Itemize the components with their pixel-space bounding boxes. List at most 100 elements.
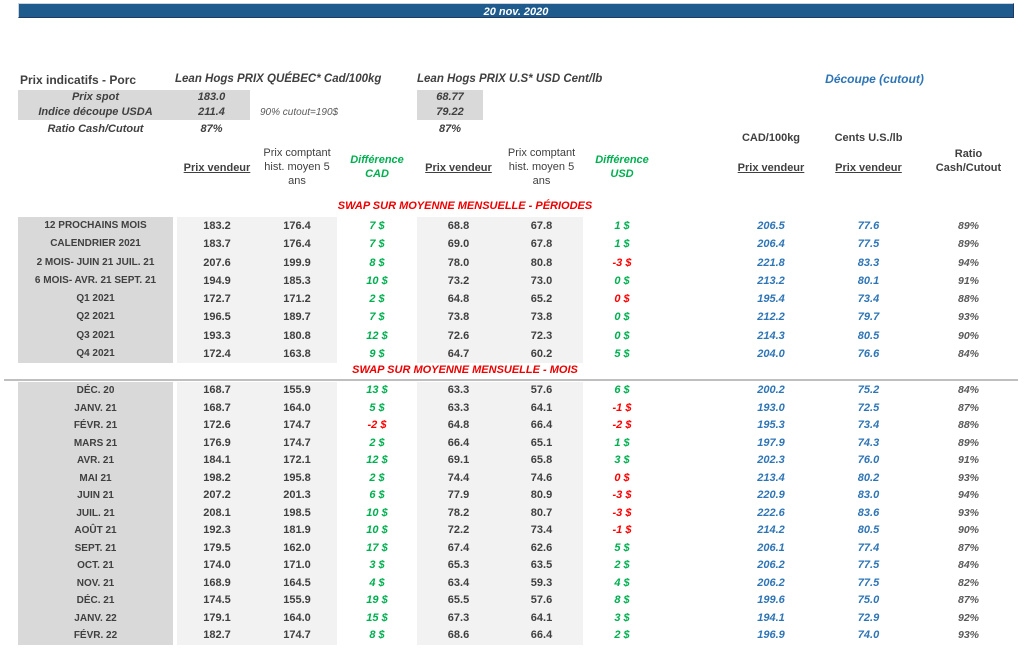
cell-ratio-cash-cutout: 89%: [957, 436, 979, 449]
cell-difference-usd: 8 $: [614, 594, 630, 606]
cell-cutout-cad: 212.2: [757, 311, 785, 324]
cell-difference-cad: 5 $: [369, 401, 385, 414]
cell-hist-moyen-usd: 64.1: [500, 399, 583, 417]
cell-cutout-cad: 222.6: [757, 506, 785, 519]
cell-difference-cad: 10 $: [366, 506, 388, 519]
cell-difference-cad: 10 $: [366, 274, 388, 287]
cell-hist-moyen-usd: 80.9: [500, 487, 583, 505]
row-period-label: NOV. 21: [18, 574, 173, 592]
table-row: SEPT. 21 179.5 162.0 17 $ 67.4 62.6 5 $ 206.1 77…: [0, 539, 1024, 557]
cell-hist-moyen-cad: 171.0: [257, 557, 337, 575]
cell-cutout-cad: 204.0: [757, 348, 785, 361]
table-row: DÉC. 21 174.5 155.9 19 $ 65.5 57.6 8 $ 199.6 75.…: [0, 592, 1024, 610]
cell-cutout-usd: 80.5: [857, 524, 880, 536]
cell-hist-moyen-cad: 176.4: [257, 235, 337, 254]
cell-difference-usd: 0 $: [614, 329, 630, 342]
cell-cutout-usd: 83.0: [857, 489, 880, 501]
cell-hist-moyen-usd: 62.6: [500, 539, 583, 557]
cell-ratio-cash-cutout: 94%: [957, 489, 979, 501]
cell-prix-vendeur-cad: 176.9: [177, 434, 257, 452]
cell-difference-usd: 5 $: [614, 348, 630, 361]
cell-hist-moyen-usd: 65.8: [500, 452, 583, 470]
spot-value-cad: 183.0: [197, 91, 226, 103]
ratio-value-usd: 87%: [438, 123, 462, 135]
table-row: MAI 21 198.2 195.8 2 $ 74.4 74.6 0 $ 213.4 80.2 9…: [0, 469, 1024, 487]
cell-difference-usd: 0 $: [614, 311, 630, 324]
cell-hist-moyen-usd: 73.0: [500, 271, 583, 291]
cell-hist-moyen-usd: 64.1: [500, 609, 583, 627]
cell-hist-moyen-cad: 176.4: [257, 217, 337, 236]
cell-prix-vendeur-cad: 198.2: [177, 469, 257, 487]
cell-cutout-cad: 193.0: [757, 401, 785, 414]
spot-label: Prix spot: [71, 91, 120, 103]
row-period-label: Q1 2021: [18, 290, 173, 309]
report-date: 20 nov. 2020: [483, 6, 549, 18]
cell-difference-cad: 19 $: [366, 594, 388, 606]
cell-difference-usd: 6 $: [614, 384, 630, 396]
col-header-difference-cad: Différence CAD: [350, 154, 404, 180]
cell-hist-moyen-usd: 57.6: [500, 382, 583, 400]
cell-prix-vendeur-cad: 192.3: [177, 522, 257, 540]
cell-prix-vendeur-usd: 72.6: [417, 326, 500, 346]
table-row: JUIL. 21 208.1 198.5 10 $ 78.2 80.7 -3 $ 222.6 8…: [0, 504, 1024, 522]
cell-difference-usd: 4 $: [614, 576, 630, 589]
cell-ratio-cash-cutout: 90%: [957, 329, 979, 342]
cell-prix-vendeur-usd: 64.8: [417, 417, 500, 435]
row-period-label: MAI 21: [18, 469, 173, 487]
cell-cutout-usd: 79.7: [857, 311, 880, 324]
cell-difference-usd: 3 $: [614, 611, 630, 624]
row-period-label: MARS 21: [18, 434, 173, 452]
cell-difference-usd: -1 $: [612, 401, 632, 414]
cell-prix-vendeur-usd: 77.9: [417, 487, 500, 505]
page-title: Prix indicatifs - Porc: [20, 73, 137, 87]
cell-difference-usd: 0 $: [614, 293, 630, 306]
cell-hist-moyen-cad: 164.0: [257, 609, 337, 627]
cell-cutout-usd: 73.4: [857, 293, 880, 306]
cutout-title: Découpe (cutout): [825, 72, 924, 86]
cell-prix-vendeur-usd: 68.6: [417, 627, 500, 645]
cell-difference-usd: -3 $: [612, 256, 632, 269]
cell-hist-moyen-usd: 65.1: [500, 434, 583, 452]
cell-cutout-usd: 77.5: [857, 576, 880, 589]
table-row: JUIN 21 207.2 201.3 6 $ 77.9 80.9 -3 $ 220.9 83.…: [0, 487, 1024, 505]
cell-difference-usd: 2 $: [614, 559, 630, 571]
col-header-difference-usd: Différence USD: [595, 154, 649, 180]
cell-hist-moyen-cad: 201.3: [257, 487, 337, 505]
cell-prix-vendeur-usd: 78.2: [417, 504, 500, 522]
cell-cutout-cad: 220.9: [757, 489, 785, 501]
cell-hist-moyen-usd: 67.8: [500, 217, 583, 236]
col-header-prix-vendeur-usd: Prix vendeur: [425, 162, 492, 174]
cell-cutout-cad: 202.3: [757, 454, 785, 466]
cell-cutout-cad: 213.4: [757, 471, 785, 484]
cell-difference-usd: 5 $: [614, 541, 630, 554]
col-header-cents-us-lb: Cents U.S./lb: [834, 132, 903, 144]
cell-hist-moyen-cad: 185.3: [257, 271, 337, 291]
row-period-label: JUIL. 21: [18, 504, 173, 522]
cell-difference-cad: 7 $: [369, 238, 385, 251]
cell-cutout-usd: 77.5: [857, 559, 880, 571]
cell-ratio-cash-cutout: 94%: [957, 256, 979, 269]
cell-cutout-cad: 213.2: [757, 274, 785, 287]
cell-prix-vendeur-cad: 174.5: [177, 592, 257, 610]
cell-hist-moyen-cad: 189.7: [257, 308, 337, 327]
cell-cutout-cad: 221.8: [757, 256, 785, 269]
cell-ratio-cash-cutout: 92%: [957, 611, 979, 624]
mois-table: DÉC. 20 168.7 155.9 13 $63.3 57.6 6 $200.2 75.…: [0, 382, 1024, 645]
cell-cutout-cad: 206.5: [757, 220, 785, 232]
cell-prix-vendeur-usd: 65.3: [417, 557, 500, 575]
cell-difference-cad: 12 $: [366, 454, 388, 466]
cell-difference-cad: 3 $: [369, 559, 385, 571]
cell-prix-vendeur-usd: 68.8: [417, 217, 500, 236]
cell-cutout-cad: 195.3: [757, 419, 785, 431]
cell-difference-usd: 1 $: [614, 238, 630, 251]
cell-prix-vendeur-usd: 65.5: [417, 592, 500, 610]
col-header-prix-vendeur-cutout-usd: Prix vendeur: [835, 162, 902, 174]
cell-cutout-usd: 72.9: [857, 611, 880, 624]
cell-cutout-cad: 206.2: [757, 559, 785, 571]
cell-hist-moyen-cad: 174.7: [257, 434, 337, 452]
cell-difference-usd: -3 $: [612, 489, 632, 501]
table-row: Q1 2021 172.7 171.2 2 $ 64.8 65.2 0 $ 195.4 73.4…: [0, 290, 1024, 309]
cell-prix-vendeur-cad: 207.6: [177, 253, 257, 272]
cell-hist-moyen-cad: 162.0: [257, 539, 337, 557]
cell-prix-vendeur-usd: 64.7: [417, 345, 500, 364]
